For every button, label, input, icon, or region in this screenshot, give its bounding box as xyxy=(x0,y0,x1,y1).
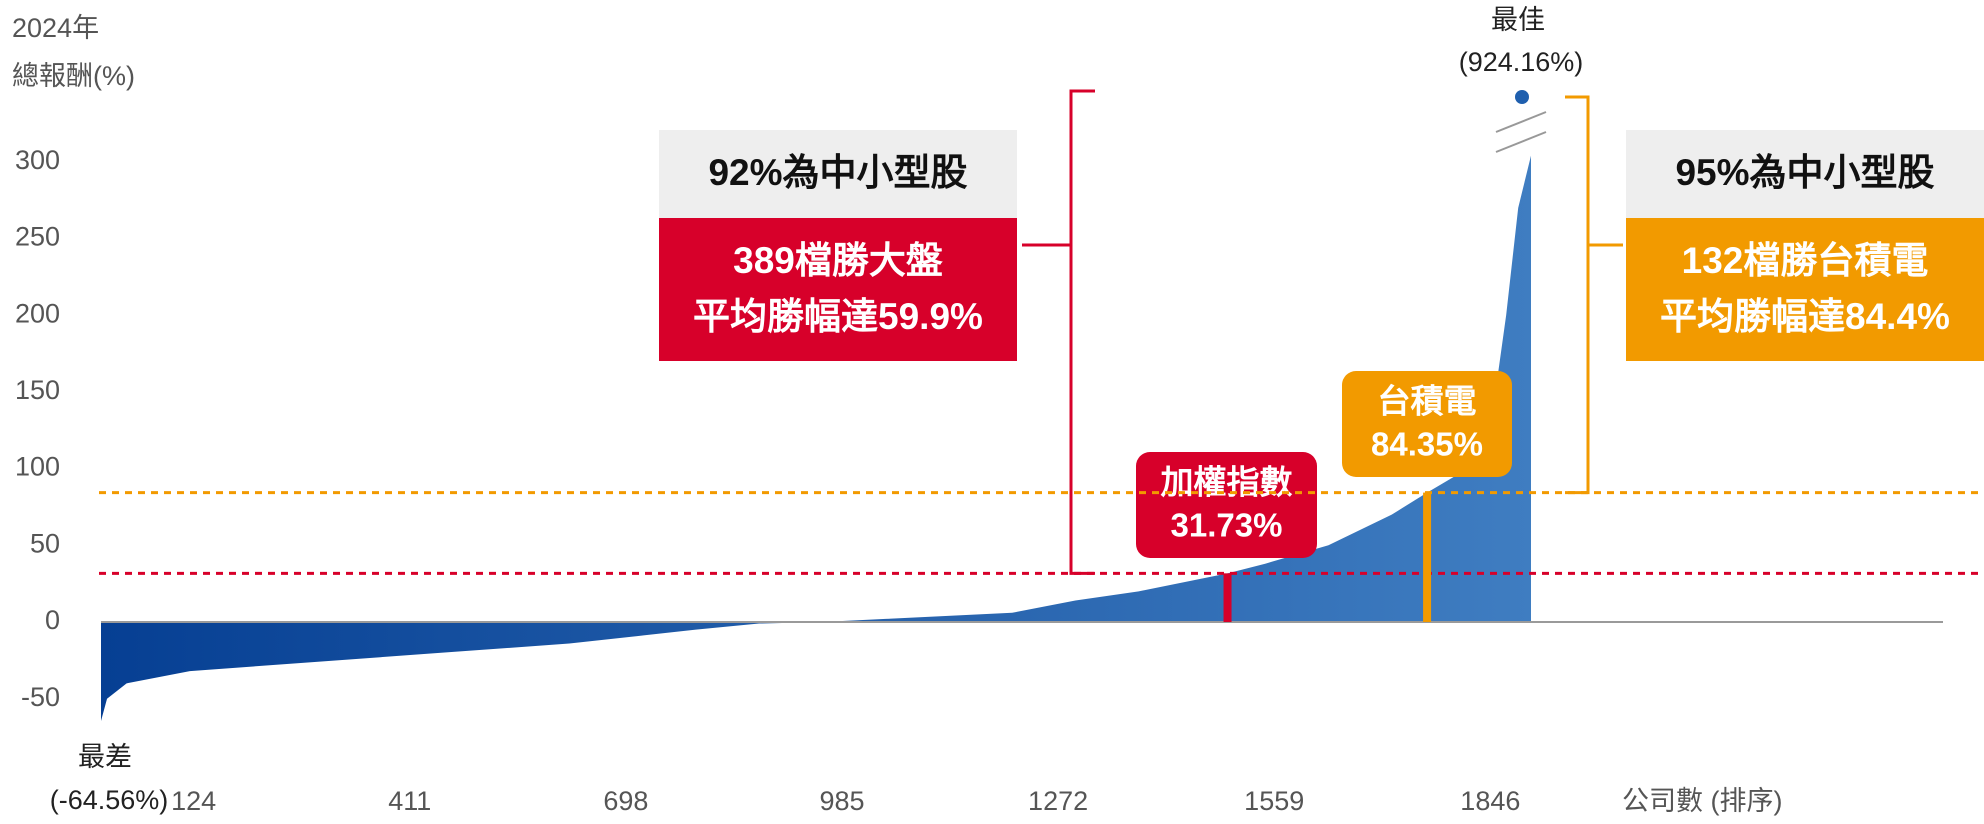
callout-header-bg xyxy=(659,130,1017,218)
y-tick-label: 50 xyxy=(30,528,60,558)
x-tick-label: 411 xyxy=(388,786,431,816)
axis-break xyxy=(1495,111,1547,133)
y-tick-label: 250 xyxy=(15,222,60,252)
reference-value: 31.73% xyxy=(1171,507,1283,544)
y-title: 2024年 xyxy=(12,13,99,43)
reference-marker xyxy=(1223,573,1232,622)
x-tick-label: 1559 xyxy=(1244,786,1304,816)
x-tick-label: 698 xyxy=(603,786,648,816)
reference-value: 84.35% xyxy=(1371,426,1483,463)
reference-tag xyxy=(1342,371,1512,477)
reference-name: 加權指數 xyxy=(1161,464,1293,501)
y-tick-label: 200 xyxy=(15,298,60,328)
best-value: (924.16%) xyxy=(1459,47,1584,77)
y-tick-label: -50 xyxy=(21,682,60,712)
callout-header: 95%為中小型股 xyxy=(1675,152,1934,193)
y-tick-label: 300 xyxy=(15,145,60,175)
area xyxy=(101,155,1531,722)
callout-body xyxy=(1626,218,1984,361)
worst-label: 最差 xyxy=(78,742,132,772)
callout-header-bg xyxy=(1626,130,1984,218)
reference-tag xyxy=(1136,452,1317,558)
callout-body xyxy=(659,218,1017,361)
y-tick-label: 150 xyxy=(15,375,60,405)
callout-line: 平均勝幅達59.9% xyxy=(693,296,983,337)
callout-line: 389檔勝大盤 xyxy=(733,240,943,281)
reference-marker xyxy=(1423,492,1432,622)
x-tick-label: 1846 xyxy=(1460,786,1520,816)
best-label: 最佳 xyxy=(1491,5,1545,35)
x-tick-label: 1272 xyxy=(1028,786,1088,816)
callout-line: 132檔勝台積電 xyxy=(1682,240,1929,281)
x-tick-label: 124 xyxy=(171,786,216,816)
callout-header: 92%為中小型股 xyxy=(708,152,967,193)
bracket xyxy=(1565,95,1590,495)
axis-break xyxy=(1495,131,1547,153)
best-dot xyxy=(1515,90,1529,104)
y-tick-label: 100 xyxy=(15,452,60,482)
y-tick-label: 0 xyxy=(45,605,60,635)
worst-value: (-64.56%) xyxy=(50,785,169,815)
callout-line: 平均勝幅達84.4% xyxy=(1660,296,1950,337)
x-axis-label: 公司數 (排序) xyxy=(1622,786,1782,816)
y-title: 總報酬(%) xyxy=(12,61,135,91)
bracket xyxy=(1069,89,1095,575)
x-tick-label: 985 xyxy=(819,786,864,816)
reference-name: 台積電 xyxy=(1378,383,1477,420)
